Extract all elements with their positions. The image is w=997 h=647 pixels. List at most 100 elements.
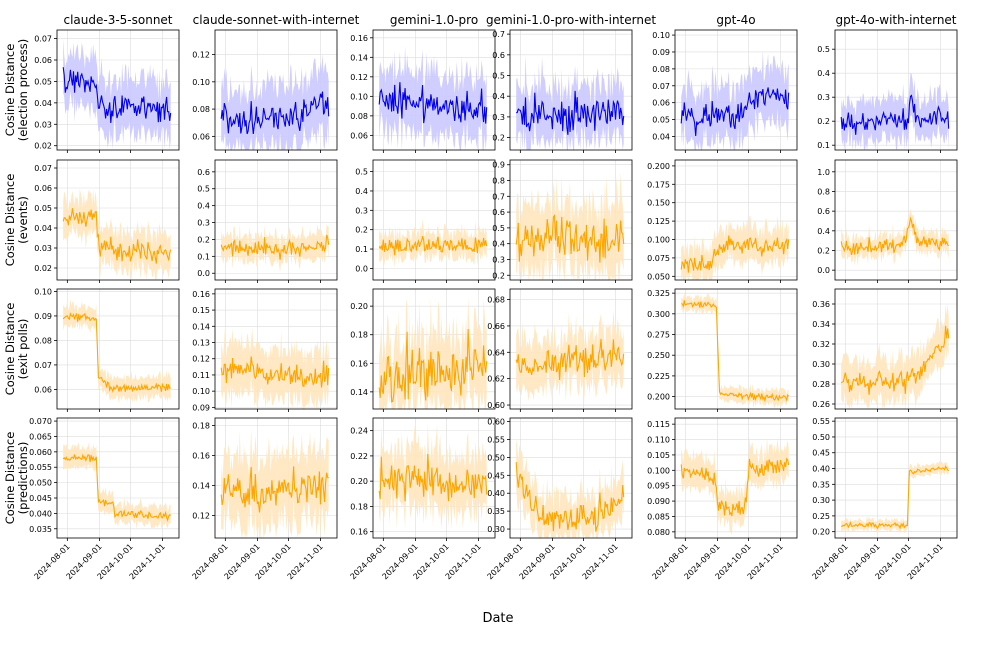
y-tick-label: 0.0 xyxy=(817,266,830,275)
confidence-band xyxy=(681,50,789,151)
y-tick-label: 0.2 xyxy=(492,271,505,280)
panel-3-5: 0.200.250.300.350.400.450.500.552024-08-… xyxy=(811,417,958,581)
y-tick-label: 0.060 xyxy=(29,448,52,457)
y-tick-label: 0.6 xyxy=(197,168,210,177)
series-line xyxy=(515,462,625,532)
y-tick-label: 0.0 xyxy=(197,269,210,278)
y-tick-label: 0.06 xyxy=(652,99,670,108)
y-tick-label: 0.090 xyxy=(647,497,670,506)
axes-frame xyxy=(214,417,338,539)
panel-0-2: 0.06 0.08 0.10 0.12 0.14 0.16 gemini-1.0-pro xyxy=(350,13,496,153)
y-tick-label: 0.2 xyxy=(817,246,830,255)
y-tick-label: 0.200 xyxy=(647,162,670,171)
y-tick-label: 0.11 xyxy=(192,371,210,380)
confidence-band xyxy=(841,73,949,150)
y-tick-label: 0.35 xyxy=(487,507,505,516)
panel-0-0: 0.02 0.03 0.04 0.05 0.06 0.07 claude-3-5-sonne… xyxy=(3,13,180,153)
panel-1-1: 0.0 0.1 0.2 0.3 0.4 0.5 0.6 xyxy=(197,159,338,283)
axes-frame xyxy=(214,288,338,410)
confidence-band xyxy=(221,428,329,538)
y-tick-label: 0.115 xyxy=(647,420,670,429)
confidence-band xyxy=(63,39,171,150)
y-tick-label: 0.3 xyxy=(197,219,210,228)
y-tick-label: 0.16 xyxy=(192,290,210,299)
series-line xyxy=(62,67,172,124)
y-tick-label: 0.16 xyxy=(192,452,210,461)
series-line xyxy=(220,466,329,513)
confidence-band xyxy=(681,292,789,409)
panel-2-2: 0.14 0.16 0.18 0.20 xyxy=(350,288,496,412)
y-tick-label: 0.10 xyxy=(192,78,210,87)
confidence-band xyxy=(379,46,487,150)
y-tick-label: 0.06 xyxy=(350,131,368,140)
y-tick-label: 0.16 xyxy=(350,528,368,537)
y-tick-label: 0.12 xyxy=(350,73,368,82)
axes-frame xyxy=(372,159,496,281)
y-tick-label: 0.16 xyxy=(350,34,368,43)
panel-3-2: 0.160.180.200.220.242024-08-012024-09-01… xyxy=(349,417,496,581)
y-tick-label: 0.03 xyxy=(34,120,52,129)
column-title: gemini-1.0-pro-with-internet xyxy=(486,13,656,27)
y-tick-label: 0.07 xyxy=(652,82,670,91)
y-tick-label: 0.07 xyxy=(34,164,52,173)
panel-2-0: 0.06 0.07 0.08 0.09 0.10 Cosine Distance(exit… xyxy=(3,287,180,412)
axes-frame xyxy=(372,417,496,539)
y-tick-label: 0.05 xyxy=(34,204,52,213)
y-tick-label: 0.64 xyxy=(487,348,505,357)
series-line xyxy=(516,90,625,135)
y-tick-label: 0.095 xyxy=(647,482,670,491)
y-tick-label: 0.6 xyxy=(817,207,830,216)
column-title: gemini-1.0-pro xyxy=(390,13,478,27)
y-tick-label: 0.15 xyxy=(192,306,210,315)
y-tick-label: 0.6 xyxy=(492,51,505,60)
axes-frame xyxy=(834,288,958,410)
y-tick-label: 0.09 xyxy=(192,403,210,412)
row-label: Cosine Distance(events) xyxy=(3,174,30,267)
row-label-line: (events) xyxy=(16,196,30,244)
series-line xyxy=(62,208,172,264)
y-tick-label: 0.08 xyxy=(192,105,210,114)
series-line xyxy=(515,338,625,381)
y-tick-label: 0.36 xyxy=(812,300,830,309)
y-tick-label: 0.03 xyxy=(34,244,52,253)
y-tick-label: 0.20 xyxy=(350,477,368,486)
y-tick-label: 0.175 xyxy=(647,180,670,189)
axes-frame xyxy=(509,29,633,151)
panel-2-4: 0.200 0.225 0.250 0.275 0.300 0.325 xyxy=(647,288,798,412)
y-tick-label: 0.050 xyxy=(647,272,670,281)
y-tick-label: 0.6 xyxy=(492,208,505,217)
panel-0-4: 0.04 0.05 0.06 0.07 0.08 0.09 0.10 gpt-4o xyxy=(652,13,798,153)
y-tick-label: 0.50 xyxy=(812,433,830,442)
y-tick-label: 0.100 xyxy=(647,236,670,245)
panel-1-5: 0.0 0.2 0.4 0.6 0.8 1.0 xyxy=(817,159,958,283)
y-tick-label: 0.05 xyxy=(34,77,52,86)
y-tick-label: 0.8 xyxy=(817,187,830,196)
y-tick-label: 0.30 xyxy=(812,496,830,505)
y-tick-label: 0.3 xyxy=(492,255,505,264)
series-line xyxy=(515,214,625,263)
y-tick-label: 0.04 xyxy=(34,224,52,233)
y-tick-label: 0.26 xyxy=(812,400,830,409)
y-tick-label: 0.09 xyxy=(34,312,52,321)
panel-1-2: 0.0 0.1 0.2 0.3 0.4 0.5 xyxy=(355,159,496,283)
axes-frame xyxy=(509,417,633,539)
y-tick-label: 0.14 xyxy=(350,53,368,62)
y-tick-label: 0.5 xyxy=(817,45,830,54)
confidence-band xyxy=(516,54,624,150)
y-tick-label: 0.10 xyxy=(652,31,670,40)
panel-0-3: 0.2 0.3 0.4 0.5 0.6 0.7 gemini-1.0-pro-with-in… xyxy=(486,13,656,153)
y-tick-label: 0.18 xyxy=(350,331,368,340)
y-tick-label: 0.300 xyxy=(647,310,670,319)
y-tick-label: 0.3 xyxy=(355,206,368,215)
row-label-line: (election process) xyxy=(16,39,30,142)
y-tick-label: 0.0 xyxy=(355,264,368,273)
y-tick-label: 0.9 xyxy=(492,161,505,170)
series-line xyxy=(840,94,950,135)
axes-frame xyxy=(214,29,338,151)
y-tick-label: 0.62 xyxy=(487,375,505,384)
y-tick-label: 0.12 xyxy=(192,51,210,60)
series-line xyxy=(840,325,950,395)
y-tick-label: 0.02 xyxy=(34,264,52,273)
y-tick-label: 0.45 xyxy=(487,471,505,480)
